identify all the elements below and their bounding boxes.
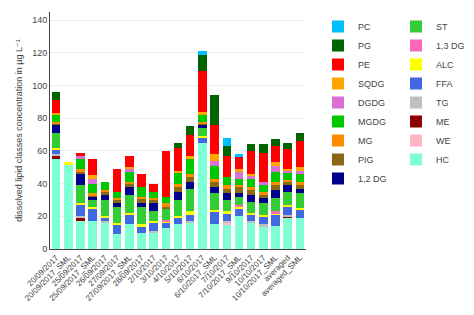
svg-text:20/09/2017_SML: 20/09/2017_SML <box>23 253 73 303</box>
svg-text:0: 0 <box>42 244 47 254</box>
svg-text:ME: ME <box>436 117 450 127</box>
svg-text:27/09/2017_SML: 27/09/2017_SML <box>84 253 134 303</box>
svg-text:6/10/2017_SML: 6/10/2017_SML <box>172 253 219 300</box>
svg-text:40: 40 <box>37 179 47 189</box>
svg-text:PIG: PIG <box>358 155 374 165</box>
svg-text:dissolved lipid classes concen: dissolved lipid classes concentration in… <box>14 39 24 222</box>
svg-text:MG: MG <box>358 136 373 146</box>
svg-text:HC: HC <box>436 155 449 165</box>
svg-text:PC: PC <box>358 22 371 32</box>
svg-text:6/10/2017: 6/10/2017 <box>175 253 207 285</box>
svg-text:20/09/2017: 20/09/2017 <box>26 253 61 288</box>
svg-text:7/10/2017: 7/10/2017 <box>199 253 231 285</box>
svg-text:2/10/2017: 2/10/2017 <box>126 253 158 285</box>
svg-text:140: 140 <box>32 15 47 25</box>
svg-text:10/10/2017_SML: 10/10/2017_SML <box>230 253 280 303</box>
svg-text:27/09/2017: 27/09/2017 <box>87 253 122 288</box>
svg-text:60: 60 <box>37 146 47 156</box>
svg-text:120: 120 <box>32 48 47 58</box>
svg-text:20: 20 <box>37 211 47 221</box>
svg-text:26/09/2017: 26/09/2017 <box>74 253 109 288</box>
svg-text:1,3 DG: 1,3 DG <box>436 41 465 51</box>
svg-text:80: 80 <box>37 113 47 123</box>
svg-text:5/10/2017: 5/10/2017 <box>163 253 195 285</box>
svg-text:DGDG: DGDG <box>358 98 385 108</box>
svg-text:FFA: FFA <box>436 79 453 89</box>
svg-text:28/09/2017: 28/09/2017 <box>111 253 146 288</box>
svg-text:SQDG: SQDG <box>358 79 385 89</box>
svg-text:100: 100 <box>32 81 47 91</box>
svg-text:25/09/2017_SML: 25/09/2017_SML <box>47 253 97 303</box>
svg-text:averaged_SML: averaged_SML <box>259 253 304 298</box>
svg-text:PE: PE <box>358 60 370 70</box>
svg-text:PG: PG <box>358 41 371 51</box>
svg-text:WE: WE <box>436 136 451 146</box>
svg-text:1,2 DG: 1,2 DG <box>358 174 387 184</box>
svg-text:7/10/2017_SML: 7/10/2017_SML <box>197 253 244 300</box>
svg-text:25/09/2017: 25/09/2017 <box>50 253 85 288</box>
svg-text:averaged: averaged <box>262 253 292 283</box>
svg-text:ALC: ALC <box>436 60 454 70</box>
svg-text:TG: TG <box>436 98 449 108</box>
svg-text:ST: ST <box>436 22 448 32</box>
svg-text:MGDG: MGDG <box>358 117 386 127</box>
svg-text:10/10/2017: 10/10/2017 <box>233 253 268 288</box>
svg-text:3/10/2017: 3/10/2017 <box>139 253 171 285</box>
svg-text:9/10/2017: 9/10/2017 <box>224 253 256 285</box>
svg-text:4/10/2017: 4/10/2017 <box>151 253 183 285</box>
